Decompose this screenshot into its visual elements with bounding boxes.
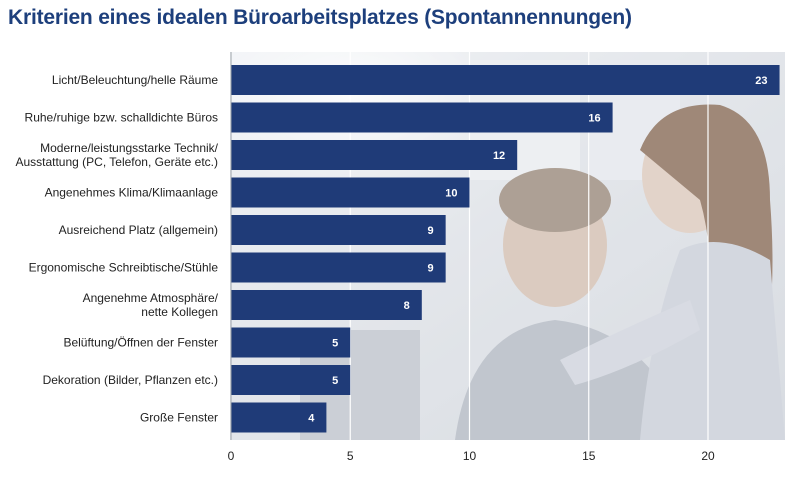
- category-label: Angenehme Atmosphäre/: [83, 291, 219, 305]
- category-label: Ergonomische Schreibtische/Stühle: [29, 261, 219, 275]
- bar: [231, 65, 780, 95]
- x-tick-label: 15: [582, 449, 596, 463]
- category-label: Ausstattung (PC, Telefon, Geräte etc.): [15, 155, 218, 169]
- category-label: Ausreichend Platz (allgemein): [59, 223, 218, 237]
- bar-value-label: 8: [404, 300, 410, 312]
- bar: [231, 215, 446, 245]
- bar: [231, 177, 470, 208]
- bar-value-label: 12: [493, 150, 505, 162]
- bar: [231, 402, 327, 433]
- bar: [231, 290, 422, 320]
- category-label: Licht/Beleuchtung/helle Räume: [52, 73, 218, 87]
- x-tick-label: 5: [347, 449, 354, 463]
- bar-value-label: 9: [428, 263, 434, 275]
- value-labels: 23 16 12 10 9 9 8 5 5 4: [308, 75, 767, 425]
- x-tick-label: 10: [463, 449, 477, 463]
- bar-value-label: 23: [755, 75, 767, 87]
- category-label: Belüftung/Öffnen der Fenster: [63, 336, 218, 350]
- category-label: Ruhe/ruhige bzw. schalldichte Büros: [25, 111, 218, 125]
- category-label: Große Fenster: [140, 411, 218, 425]
- category-label: Angenehmes Klima/Klimaanlage: [45, 186, 219, 200]
- bar-value-label: 5: [332, 375, 338, 387]
- category-label: nette Kollegen: [141, 305, 218, 319]
- bar: [231, 327, 351, 358]
- chart-title: Kriterien eines idealen Büroarbeitsplatz…: [8, 6, 632, 29]
- bar-value-label: 9: [428, 225, 434, 237]
- x-axis: 0 5 10 15 20: [228, 52, 715, 463]
- x-tick-label: 0: [228, 449, 235, 463]
- category-labels: Licht/Beleuchtung/helle Räume Ruhe/ruhige…: [15, 73, 218, 425]
- bar-value-label: 5: [332, 338, 338, 350]
- category-label: Dekoration (Bilder, Pflanzen etc.): [43, 373, 218, 387]
- bar-value-label: 16: [588, 113, 600, 125]
- x-tick-label: 20: [701, 449, 715, 463]
- bar: [231, 102, 613, 133]
- bar: [231, 140, 518, 170]
- bar-value-label: 10: [445, 188, 457, 200]
- bar: [231, 252, 446, 283]
- bar: [231, 365, 351, 395]
- bar-value-label: 4: [308, 413, 315, 425]
- category-label: Moderne/leistungsstarke Technik/: [40, 141, 219, 155]
- bars: [231, 65, 780, 433]
